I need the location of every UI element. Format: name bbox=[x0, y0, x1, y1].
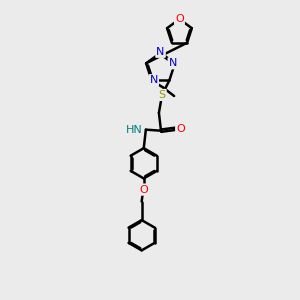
Text: N: N bbox=[169, 58, 177, 68]
Text: S: S bbox=[158, 90, 166, 100]
Text: HN: HN bbox=[126, 125, 143, 135]
Text: O: O bbox=[176, 124, 185, 134]
Text: N: N bbox=[156, 47, 165, 57]
Text: O: O bbox=[175, 14, 184, 24]
Text: O: O bbox=[140, 184, 148, 195]
Text: N: N bbox=[149, 75, 158, 85]
